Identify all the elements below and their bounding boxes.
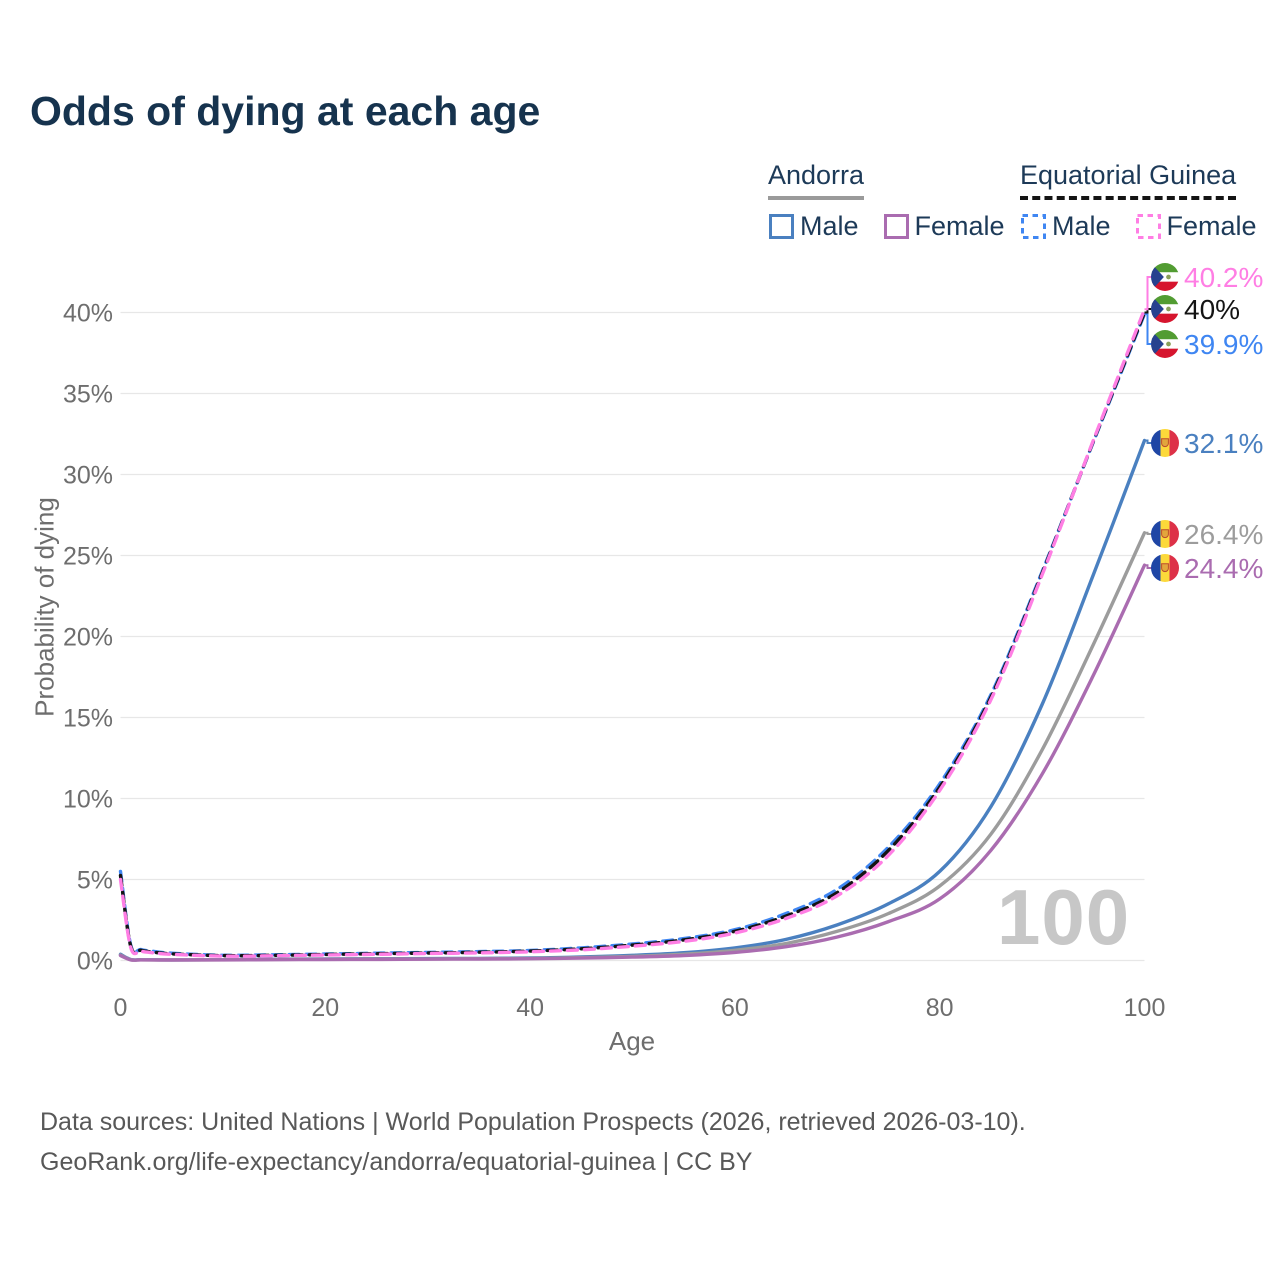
flag-equatorial-guinea-icon [1151,295,1179,323]
y-tick-label-30: 30% [63,462,113,490]
watermark-age-100: 100 [997,873,1131,961]
end-label-connector-andorra-male [1144,439,1152,444]
footer-data-sources: Data sources: United Nations | World Pop… [40,1108,1026,1136]
legend-swatch-eqguinea-male-icon [1021,214,1046,239]
y-tick-label-40: 40% [63,300,113,328]
end-label-value-andorra-female: 24.4% [1184,553,1263,584]
x-axis-title: Age [608,1026,656,1056]
end-label-connector-andorra-female [1144,564,1152,569]
end-label-connector-eqguinea-male [1144,313,1152,345]
x-tick-label-80: 80 [926,994,954,1022]
y-tick-label-15: 15% [63,705,113,733]
x-tick-label-100: 100 [1124,994,1166,1022]
legend-country-equatorial-guinea: Equatorial Guinea [1020,160,1237,200]
x-tick-label-60: 60 [721,994,749,1022]
legend-swatch-andorra-female-icon [883,214,909,239]
y-axis-title: Probability of dying [29,497,60,717]
end-label-value-andorra-both: 26.4% [1184,519,1263,550]
legend-item-andorra-female[interactable]: Female [883,211,1005,242]
series-line-eqguinea-both [118,310,1147,958]
y-tick-label-25: 25% [63,543,113,571]
legend-label-eqguinea-male: Male [1052,211,1111,241]
series-line-andorra-female [118,563,1147,962]
gridlines: 0% 5% 10% 15% 20% 25% 30% 35% 40% [63,300,1145,976]
legend-swatch-andorra-male-icon [769,214,794,239]
end-label-value-andorra-male: 32.1% [1184,428,1263,459]
legend-swatch-eqguinea-female-icon [1135,214,1161,239]
x-tick-label-20: 20 [311,994,339,1022]
legend-group-andorra: Andorra Male Female [768,160,1005,242]
legend-item-andorra-male[interactable]: Male [768,211,859,242]
legend-country-andorra: Andorra [768,160,865,200]
x-tick-label-0: 0 [114,994,128,1022]
y-tick-label-20: 20% [63,624,113,652]
x-tick-label-40: 40 [516,994,544,1022]
x-ticks: 0 20 40 60 80 100 [114,994,1166,1022]
legend-label-andorra-female: Female [914,211,1005,241]
end-label-connector-eqguinea-female [1144,276,1152,311]
flag-andorra-icon [1151,520,1179,548]
legend-item-eqguinea-male[interactable]: Male [1020,211,1111,242]
legend-label-andorra-male: Male [800,211,859,241]
y-tick-label-0: 0% [77,948,113,976]
y-tick-label-10: 10% [63,786,113,814]
flag-andorra-icon [1151,554,1179,582]
end-label-value-eqguinea-both: 40% [1184,294,1240,325]
series-line-eqguinea-female [118,307,1147,958]
end-label-connector-eqguinea-both [1144,308,1152,314]
legend-item-eqguinea-female[interactable]: Female [1135,211,1257,242]
series-line-andorra-both [118,531,1147,962]
page-title: Odds of dying at each age [30,88,541,134]
end-label-value-eqguinea-male: 39.9% [1184,329,1263,360]
end-label-value-eqguinea-female: 40.2% [1184,262,1263,293]
end-label-connector-andorra-both [1144,531,1152,535]
end-labels: 32.1% 26.4%24.4% 39.9% 40%40.2% [1144,262,1263,584]
series-lines [118,307,1147,962]
footer-attribution: GeoRank.org/life-expectancy/andorra/equa… [40,1148,753,1176]
flag-equatorial-guinea-icon [1151,330,1179,358]
y-tick-label-5: 5% [77,867,113,895]
flag-equatorial-guinea-icon [1151,263,1179,291]
series-line-eqguinea-male [118,312,1147,958]
legend-label-eqguinea-female: Female [1166,211,1257,241]
legend-group-equatorial-guinea: Equatorial Guinea Male Female [1020,160,1257,242]
y-tick-label-35: 35% [63,381,113,409]
flag-andorra-icon [1151,429,1179,457]
